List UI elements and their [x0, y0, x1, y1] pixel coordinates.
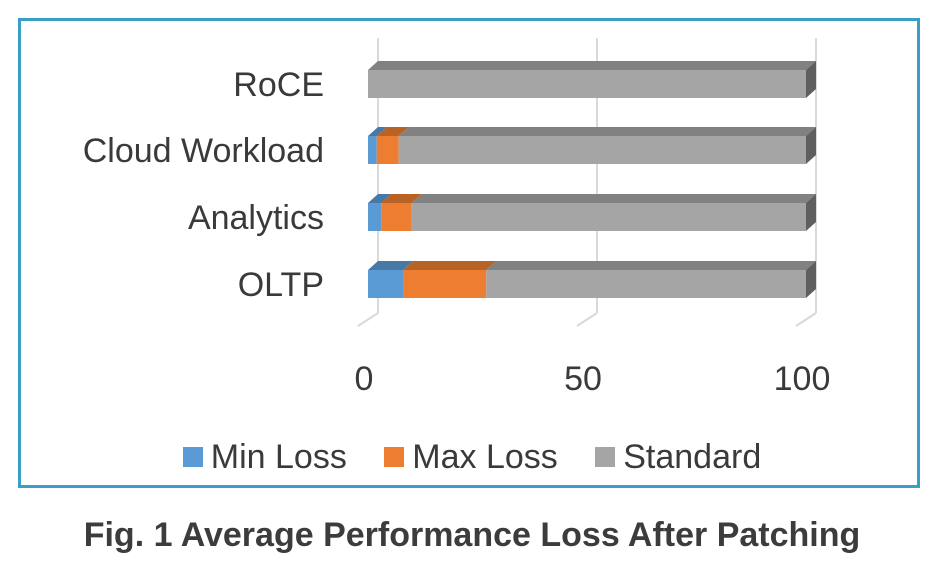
- bar-min-loss: [368, 136, 377, 164]
- x-tick-label: 0: [355, 360, 374, 398]
- bar-max-loss: [376, 136, 399, 164]
- bar-top-min-loss: [368, 127, 387, 136]
- figure-caption: Fig. 1 Average Performance Loss After Pa…: [83, 516, 861, 554]
- bar-top-standard: [411, 194, 816, 203]
- gridline-floor: [357, 312, 379, 327]
- bar-standard: [411, 203, 806, 231]
- category-label: RoCE: [233, 66, 324, 104]
- legend-swatch-max-loss: [384, 447, 405, 467]
- bar-max-loss: [381, 203, 412, 231]
- legend: Min Loss Max Loss Standard: [0, 438, 944, 477]
- category-label: OLTP: [238, 266, 324, 304]
- legend-swatch-standard: [595, 447, 616, 467]
- bar-min-loss: [368, 270, 404, 298]
- bar-standard: [486, 270, 806, 298]
- legend-label-min-loss: Min Loss: [210, 438, 347, 476]
- bar-standard: [398, 136, 806, 164]
- bar-top-min-loss: [368, 194, 392, 203]
- bar-top-standard: [398, 127, 816, 136]
- bar-top-standard: [368, 61, 816, 70]
- bar-top-max-loss: [381, 194, 422, 203]
- legend-label-max-loss: Max Loss: [412, 438, 558, 476]
- bar-end-face: [806, 61, 816, 98]
- x-tick-label: 50: [564, 360, 602, 398]
- legend-item-min-loss: Min Loss: [182, 438, 347, 477]
- x-tick-label: 100: [774, 360, 831, 398]
- category-label: Cloud Workload: [83, 132, 324, 170]
- legend-item-max-loss: Max Loss: [384, 438, 558, 477]
- gridline-floor: [795, 312, 817, 327]
- bar-end-face: [806, 194, 816, 231]
- bar-end-face: [806, 127, 816, 164]
- bar-top-standard: [486, 261, 816, 270]
- bar-top-max-loss: [403, 261, 497, 270]
- bar-top-min-loss: [368, 261, 414, 270]
- bar-end-face: [806, 261, 816, 298]
- legend-swatch-min-loss: [182, 447, 203, 467]
- gridline-floor: [576, 312, 598, 327]
- bar-min-loss: [368, 203, 382, 231]
- bar-standard: [368, 70, 806, 98]
- bar-top-max-loss: [376, 127, 409, 136]
- legend-label-standard: Standard: [623, 438, 762, 476]
- bar-max-loss: [403, 270, 487, 298]
- legend-item-standard: Standard: [595, 438, 761, 477]
- category-label: Analytics: [188, 199, 324, 237]
